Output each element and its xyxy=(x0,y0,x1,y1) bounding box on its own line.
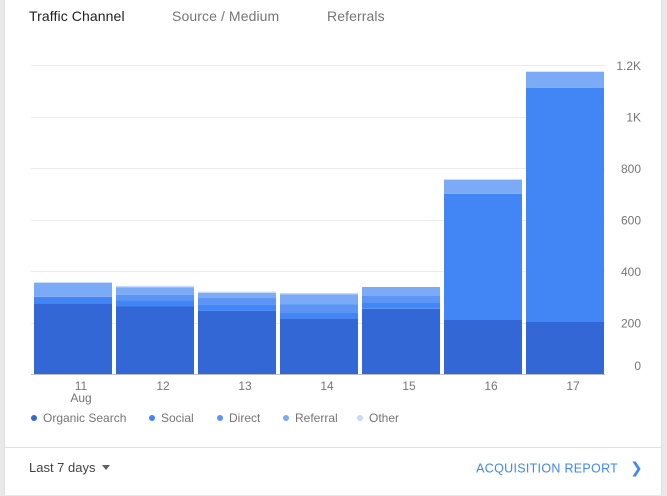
legend-item[interactable]: Social xyxy=(149,411,194,425)
y-tick-label: 400 xyxy=(621,265,641,279)
legend-dot-icon xyxy=(149,414,155,421)
bar-segment[interactable] xyxy=(34,303,112,374)
legend-label: Referral xyxy=(295,411,338,425)
y-tick-label: 200 xyxy=(621,317,641,331)
y-tick-label: 800 xyxy=(621,162,641,176)
traffic-channel-card: Traffic Channel Source / Medium Referral… xyxy=(4,0,662,495)
legend-label: Social xyxy=(161,411,194,425)
y-tick-label: 0 xyxy=(634,359,641,373)
bar-segment[interactable] xyxy=(280,292,358,295)
bar-segment[interactable] xyxy=(34,296,112,304)
bar-segment[interactable] xyxy=(526,87,604,322)
bar-segment[interactable] xyxy=(280,318,358,374)
bar-segment[interactable] xyxy=(444,319,522,374)
x-tick-sublabel: Aug xyxy=(70,391,91,405)
date-range-dropdown[interactable]: Last 7 days xyxy=(29,460,110,475)
bar-segment[interactable] xyxy=(116,306,194,375)
x-tick-label: 11 xyxy=(75,379,88,393)
x-tick-label: 13 xyxy=(238,379,252,393)
legend-dot-icon xyxy=(357,414,363,421)
bar-segment[interactable] xyxy=(116,294,194,300)
legend-dot-icon xyxy=(217,414,223,421)
bar-segment[interactable] xyxy=(116,300,194,307)
date-range-label: Last 7 days xyxy=(29,460,96,475)
acquisition-report-label: ACQUISITION REPORT xyxy=(476,461,619,476)
chevron-right-icon: ❯ xyxy=(630,460,643,477)
bar-segment[interactable] xyxy=(526,322,604,374)
bar-segment[interactable] xyxy=(526,71,604,88)
bar-segment[interactable] xyxy=(280,294,358,305)
legend-label: Direct xyxy=(229,411,261,425)
bar-segment[interactable] xyxy=(116,285,194,288)
tab-bar: Traffic Channel Source / Medium Referral… xyxy=(5,0,661,36)
y-tick-label: 1K xyxy=(626,111,641,125)
tab-source-medium[interactable]: Source / Medium xyxy=(172,8,280,24)
x-tick-label: 14 xyxy=(320,379,334,393)
legend-item[interactable]: Direct xyxy=(217,411,260,425)
bar-segment[interactable] xyxy=(198,298,276,305)
x-tick-label: 15 xyxy=(402,379,416,393)
bar-segment[interactable] xyxy=(362,287,440,296)
bar-segment[interactable] xyxy=(362,302,440,309)
bar-segment[interactable] xyxy=(116,287,194,295)
tab-traffic-channel[interactable]: Traffic Channel xyxy=(29,8,125,24)
legend-item[interactable]: Referral xyxy=(283,411,338,425)
bar-segment[interactable] xyxy=(444,179,522,194)
y-tick-label: 1.2K xyxy=(616,59,641,73)
bar-segment[interactable] xyxy=(362,308,440,374)
bar-segment[interactable] xyxy=(280,312,358,319)
legend-dot-icon xyxy=(31,414,37,421)
bar-segment[interactable] xyxy=(280,304,358,313)
legend-item[interactable]: Other xyxy=(357,411,399,425)
legend-item[interactable]: Organic Search xyxy=(31,411,126,425)
bar-segment[interactable] xyxy=(198,291,276,293)
bar-segment[interactable] xyxy=(34,282,112,297)
legend-label: Other xyxy=(369,411,400,425)
x-tick-label: 17 xyxy=(566,379,580,393)
card-footer: Last 7 days ACQUISITION REPORT ❯ xyxy=(5,447,661,496)
bar-segment[interactable] xyxy=(198,310,276,374)
tab-referrals[interactable]: Referrals xyxy=(327,8,385,24)
acquisition-report-link[interactable]: ACQUISITION REPORT ❯ xyxy=(476,460,643,478)
bar-segment[interactable] xyxy=(198,304,276,311)
y-tick-label: 600 xyxy=(621,214,641,228)
bar-segment[interactable] xyxy=(198,292,276,299)
caret-down-icon xyxy=(101,465,110,471)
legend-label: Organic Search xyxy=(43,411,127,425)
x-tick-label: 12 xyxy=(156,379,170,393)
bar-segment[interactable] xyxy=(362,296,440,303)
legend-dot-icon xyxy=(283,414,289,421)
bar-segment[interactable] xyxy=(444,193,522,320)
x-tick-label: 16 xyxy=(484,379,498,393)
